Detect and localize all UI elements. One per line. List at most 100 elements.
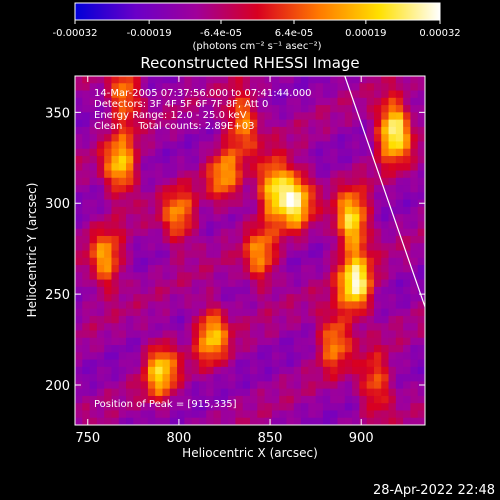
heatmap-cell — [410, 228, 419, 237]
heatmap-cell — [352, 76, 360, 84]
heatmap-cell — [395, 126, 404, 135]
heatmap-cell — [191, 199, 200, 208]
heatmap-cell — [322, 112, 331, 121]
heatmap-cell — [206, 279, 214, 288]
heatmap-cell — [352, 192, 360, 200]
heatmap-cell — [242, 134, 251, 142]
heatmap-cell — [257, 170, 265, 179]
heatmap-cell — [264, 83, 273, 91]
heatmap-cell — [169, 243, 178, 251]
heatmap-cell — [155, 141, 163, 150]
heatmap-cell — [184, 301, 193, 310]
heatmap-cell — [133, 76, 142, 84]
heatmap-cell — [410, 163, 419, 171]
heatmap-cell — [315, 410, 324, 419]
heatmap-cell — [140, 97, 149, 106]
heatmap-cell — [344, 417, 353, 425]
heatmap-cell — [104, 170, 112, 179]
heatmap-cell — [213, 199, 222, 208]
heatmap-cell — [337, 235, 346, 244]
heatmap-cell — [147, 221, 156, 230]
heatmap-cell — [126, 417, 134, 425]
heatmap-cell — [96, 265, 105, 273]
heatmap-cell — [366, 417, 375, 425]
heatmap-cell — [242, 352, 251, 360]
heatmap-cell — [96, 417, 105, 425]
heatmap-cell — [366, 76, 375, 84]
colorbar-tick-label: -0.00032 — [53, 28, 98, 39]
heatmap-cell — [169, 257, 178, 266]
heatmap-cell — [315, 112, 324, 121]
heatmap-cell — [286, 294, 295, 302]
heatmap-cell — [96, 97, 105, 106]
heatmap-cell — [264, 294, 273, 302]
heatmap-cell — [104, 206, 112, 215]
heatmap-cell — [89, 345, 98, 353]
heatmap-cell — [330, 83, 338, 91]
heatmap-cell — [198, 214, 207, 222]
heatmap-cell — [96, 403, 105, 411]
heatmap-cell — [220, 315, 229, 324]
heatmap-cell — [228, 206, 236, 215]
heatmap-cell — [228, 279, 236, 288]
heatmap-cell — [162, 221, 171, 230]
heatmap-cell — [337, 163, 346, 171]
heatmap-cell — [388, 337, 397, 346]
heatmap-cell — [293, 141, 302, 150]
heatmap-cell — [242, 155, 251, 164]
heatmap-cell — [140, 337, 149, 346]
heatmap-cell — [206, 265, 214, 273]
heatmap-cell — [162, 134, 171, 142]
heatmap-cell — [293, 235, 302, 244]
heatmap-cell — [315, 170, 324, 179]
heatmap-cell — [337, 403, 346, 411]
heatmap-cell — [140, 90, 149, 99]
heatmap-cell — [75, 177, 83, 186]
heatmap-cell — [82, 381, 90, 390]
heatmap-cell — [315, 381, 324, 390]
heatmap-cell — [279, 105, 287, 113]
heatmap-cell — [206, 337, 214, 346]
x-tick-label: 800 — [166, 431, 191, 446]
heatmap-cell — [206, 323, 214, 331]
heatmap-cell — [75, 134, 83, 142]
heatmap-cell — [264, 366, 273, 375]
heatmap-cell — [213, 192, 222, 200]
heatmap-cell — [264, 250, 273, 259]
heatmap-cell — [220, 286, 229, 295]
heatmap-cell — [133, 243, 142, 251]
heatmap-cell — [140, 119, 149, 128]
heatmap-cell — [271, 417, 280, 425]
heatmap-cell — [111, 90, 120, 99]
heatmap-cell — [177, 417, 185, 425]
colorbar-tick-label: 0.00032 — [419, 28, 460, 39]
heatmap-cell — [301, 192, 309, 200]
heatmap-cell — [147, 323, 156, 331]
heatmap-cell — [330, 206, 338, 215]
heatmap-cell — [198, 265, 207, 273]
heatmap-cell — [75, 148, 83, 157]
heatmap-cell — [264, 126, 273, 135]
heatmap-cell — [293, 112, 302, 121]
heatmap-cell — [388, 388, 397, 397]
heatmap-cell — [118, 83, 127, 91]
heatmap-cell — [235, 330, 244, 339]
heatmap-cell — [118, 410, 127, 419]
heatmap-cell — [82, 148, 90, 157]
heatmap-cell — [104, 366, 112, 375]
heatmap-cell — [373, 250, 382, 259]
heatmap-cell — [352, 134, 360, 142]
heatmap-cell — [198, 410, 207, 419]
heatmap-cell — [177, 323, 185, 331]
heatmap-cell — [315, 395, 324, 404]
heatmap-cell — [250, 374, 258, 382]
heatmap-cell — [381, 301, 389, 310]
heatmap-cell — [315, 243, 324, 251]
heatmap-cell — [352, 250, 360, 259]
x-tick-label: 900 — [349, 431, 374, 446]
heatmap-cell — [111, 265, 120, 273]
heatmap-cell — [126, 192, 134, 200]
heatmap-cell — [82, 359, 90, 368]
heatmap-cell — [213, 337, 222, 346]
heatmap-cell — [388, 294, 397, 302]
